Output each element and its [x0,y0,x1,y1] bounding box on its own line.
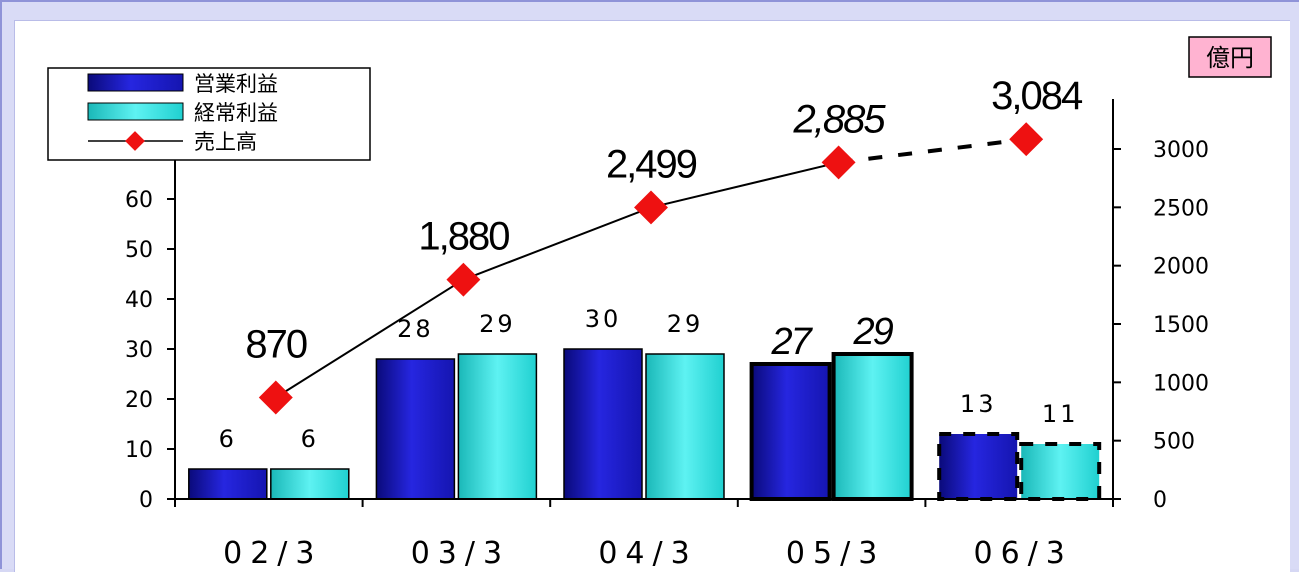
legend-swatch-ordinary-profit [87,102,184,121]
category-label: 02/3 [223,536,322,571]
right-tick-label: 3000 [1153,138,1209,163]
value-label-ordinary-profit: 29 [667,310,704,338]
category-label: 03/3 [411,536,510,571]
sales-marker [634,190,668,225]
left-tick-label: 60 [125,188,153,213]
chart-panel: 0102030405060700500100015002000250030000… [14,20,1290,572]
sales-line-segment [838,137,1027,165]
sales-line-segment [275,278,464,399]
legend: 営業利益 経常利益 売上高 [47,67,371,161]
bar-ordinary-profit [831,352,914,501]
category-label: 05/3 [786,536,885,571]
value-label-operating-profit: 6 [219,425,237,453]
bar-operating-profit [937,432,1020,501]
sales-marker [1009,122,1044,157]
value-label-operating-profit: 13 [960,390,997,418]
left-tick-label: 50 [125,238,153,263]
unit-label: 億円 [1188,36,1272,78]
bar-ordinary-profit [270,468,350,500]
bar-operating-profit [375,358,456,500]
sales-value-label: 2,885 [793,97,887,141]
left-tick-label: 10 [125,438,153,463]
value-label-ordinary-profit: 29 [852,311,893,353]
legend-label-operating-profit: 営業利益 [194,72,278,96]
legend-swatch-operating-profit [87,73,184,92]
right-tick-label: 500 [1153,430,1195,455]
sales-marker [446,262,481,297]
legend-label-ordinary-profit: 経常利益 [194,101,278,125]
value-label-operating-profit: 28 [397,315,434,343]
right-tick-label: 1000 [1153,371,1209,396]
sales-value-label: 3,084 [991,74,1083,118]
sales-value-label: 870 [245,323,306,367]
sales-line-segment [463,206,652,281]
right-tick-label: 0 [1153,488,1167,513]
category-label: 06/3 [974,536,1073,571]
right-tick-label: 2500 [1153,196,1209,221]
bar-operating-profit [563,348,643,500]
value-label-operating-profit: 27 [770,321,813,363]
bar-ordinary-profit [1019,442,1102,501]
left-tick-label: 20 [125,388,153,413]
sales-value-label: 1,880 [418,215,509,259]
left-tick-label: 0 [139,488,153,513]
value-label-ordinary-profit: 29 [479,310,516,338]
unit-label-text: 億円 [1206,44,1254,72]
bar-operating-profit [188,468,268,500]
value-label-operating-profit: 30 [585,305,622,333]
sales-line-segment [650,161,839,209]
value-label-ordinary-profit: 11 [1042,400,1079,428]
profit-sales-chart: 0102030405060700500100015002000250030000… [47,36,1272,571]
left-tick-label: 30 [125,338,153,363]
category-label: 04/3 [598,536,697,571]
sales-value-label: 2,499 [606,142,697,186]
right-tick-label: 2000 [1153,255,1209,280]
right-tick-label: 1500 [1153,313,1209,338]
sales-marker [821,145,856,180]
bar-ordinary-profit [457,353,538,500]
bar-ordinary-profit [645,353,725,500]
bar-operating-profit [749,362,832,501]
sales-marker [258,380,293,415]
value-label-ordinary-profit: 6 [301,425,319,453]
legend-label-sales: 売上高 [194,130,257,154]
left-tick-label: 40 [125,288,153,313]
